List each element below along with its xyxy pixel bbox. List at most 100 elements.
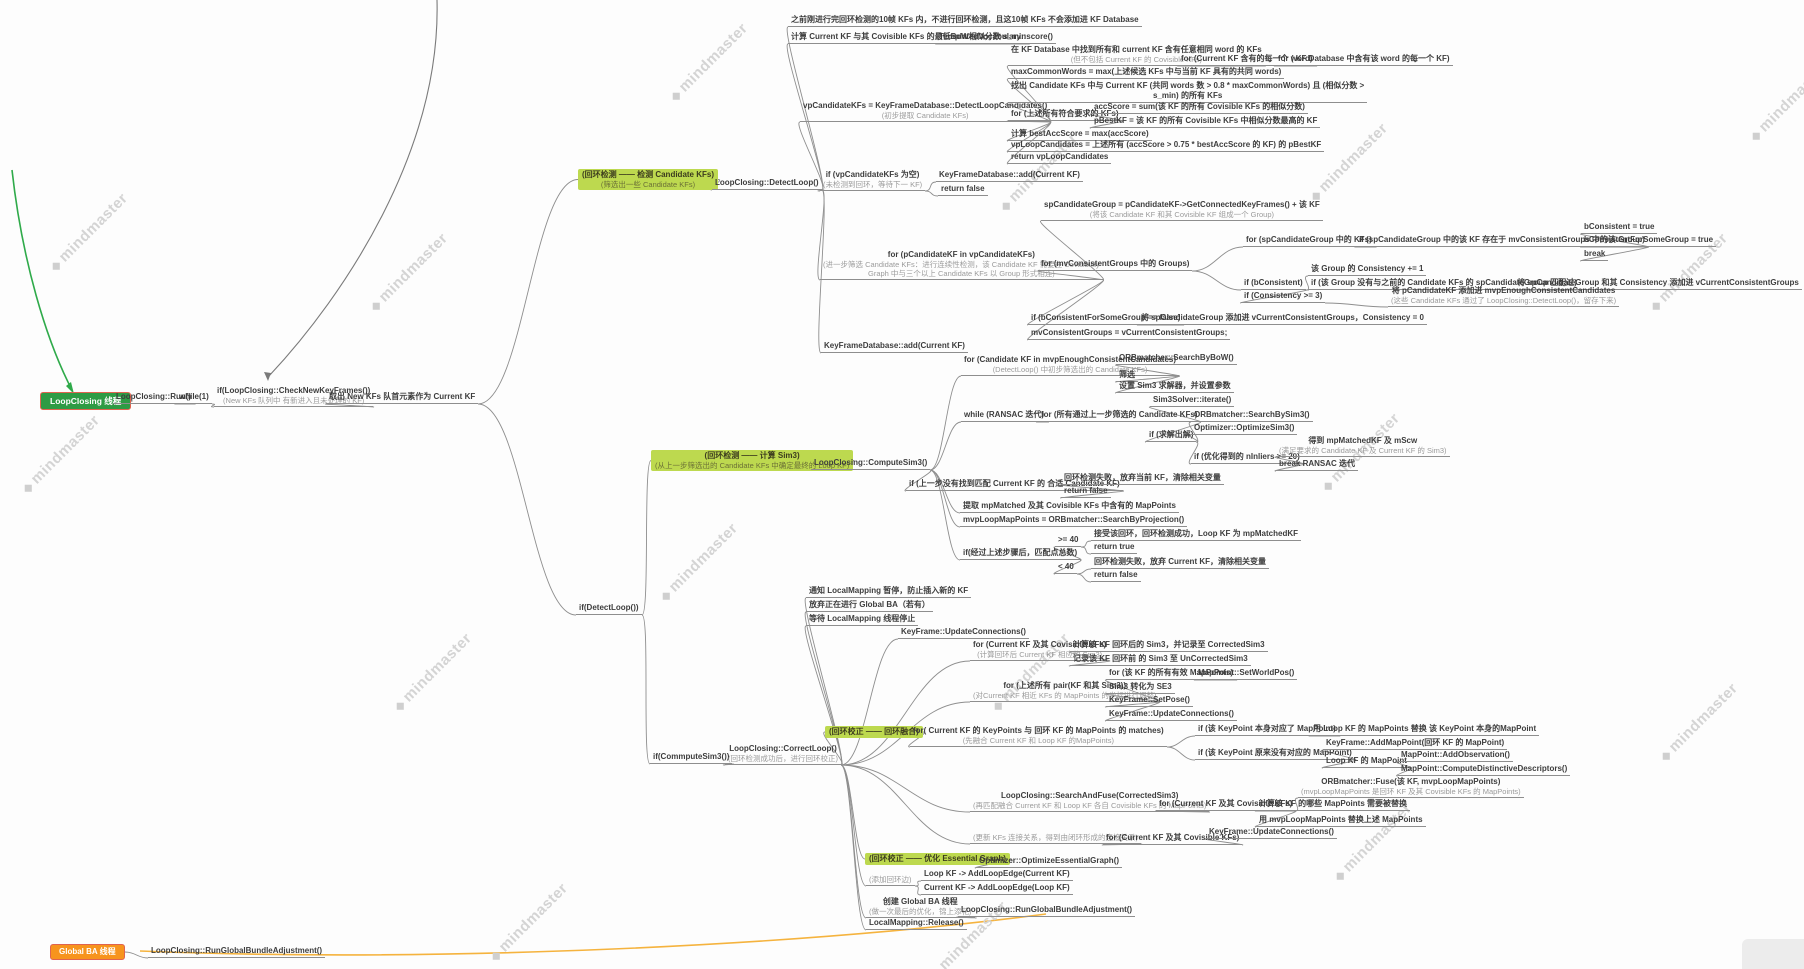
mindmap-node-91[interactable]: if (该 KeyPoint 原来没有对应的 MapPoint) xyxy=(1195,748,1355,760)
mindmap-node-68[interactable]: return true xyxy=(1091,542,1138,554)
mindmap-node-42[interactable]: mvConsistentGroups = vCurrentConsistentG… xyxy=(1028,328,1231,340)
mindmap-node-105[interactable]: Optimizer::OptimizeEssentialGraph() xyxy=(976,856,1123,868)
mindmap-node-72[interactable]: if(CommputeSim3()) xyxy=(650,752,733,764)
mindmap-node-1[interactable]: LoopClosing 线程 xyxy=(40,392,132,410)
mindmap-node-15[interactable]: maxCommonWords = max(上述候选 KFs 中与当前 KF 具有… xyxy=(1008,67,1285,79)
mindmap-node-79[interactable]: 计算该 KF 回环后的 Sim3，并记录至 CorrectedSim3 xyxy=(1070,640,1268,652)
mindmap-node-20[interactable]: 计算 bestAccScore = max(accScore) xyxy=(1008,129,1152,141)
mindmap-node-82[interactable]: for (该 KF 的所有有效 MapPoints) xyxy=(1106,668,1236,680)
mindmap-node-59[interactable]: break RANSAC 迭代 xyxy=(1276,459,1359,471)
mindmap-node-61[interactable]: 回环检测失败，放弃当前 KF，清除相关变量 xyxy=(1061,473,1224,485)
mindmap-node-77[interactable]: KeyFrame::UpdateConnections() xyxy=(898,627,1029,639)
mindmap-node-78[interactable]: for (Current KF 及其 Covisible KFs) (计算回环后 … xyxy=(970,640,1110,661)
mindmap-node-33[interactable]: break xyxy=(1581,249,1609,261)
corner-widget[interactable] xyxy=(1742,939,1804,969)
mindmap-node-45[interactable]: (回环检测 —— 计算 Sim3) (从上一步筛选出的 Candidate KFs… xyxy=(651,450,854,471)
mindmap-node-95[interactable]: MapPoint::ComputeDistinctiveDescriptors(… xyxy=(1398,764,1571,776)
mindmap-node-75[interactable]: 放弃正在进行 Global BA（若有） xyxy=(806,600,933,612)
mindmap-node-7[interactable]: LoopClosing::DetectLoop() xyxy=(712,178,822,190)
mindmap-node-103[interactable]: KeyFrame::UpdateConnections() xyxy=(1206,827,1337,839)
mindmap-node-39[interactable]: 将 pCandidateKF 添加进 mvpEnoughConsistentCa… xyxy=(1388,286,1620,307)
mindmap-node-53[interactable]: Sim3Solver::iterate() xyxy=(1150,395,1235,407)
mindmap-node-93[interactable]: Loop KF 的 MapPoint xyxy=(1323,756,1410,768)
mindmap-node-88[interactable]: for( Current KF 的 KeyPoints 与 回环 KF 的 Ma… xyxy=(910,726,1167,747)
mindmap-node-55[interactable]: ORBmatcher::SearchBySim3() xyxy=(1191,410,1313,422)
mindmap-node-54[interactable]: if (求解出解) xyxy=(1146,430,1197,442)
mindmap-node-29[interactable]: for (spCandidateGroup 中的 KFs) xyxy=(1243,235,1375,247)
mindmap-node-36[interactable]: if (该 Group 没有与之前的 Candidate KFs 的 spCan… xyxy=(1308,278,1580,290)
mindmap-node-52[interactable]: for (所有通过上一步筛选的 Candidate KFs) xyxy=(1038,410,1201,422)
mindmap-node-38[interactable]: if (Consistency >= 3) xyxy=(1241,291,1326,303)
mindmap-node-19[interactable]: pBestKF = 该 KF 的所有 Covisible KFs 中相似分数最高… xyxy=(1091,116,1321,128)
mindmap-node-58[interactable]: 得到 mpMatchedKF 及 mScw (满足要求的 Candidate KF… xyxy=(1276,436,1450,457)
mindmap-node-27[interactable]: spCandidateGroup = pCandidateKF->GetConn… xyxy=(1041,200,1323,221)
mindmap-node-11[interactable]: vpCandidateKFs = KeyFrameDatabase::Detec… xyxy=(800,101,1051,122)
mindmap-node-86[interactable]: KeyFrame::UpdateConnections() xyxy=(1106,709,1237,721)
mindmap-node-6[interactable]: (回环检测 —— 检测 Candidate KFs) (筛选出一些 Candida… xyxy=(578,169,719,190)
mindmap-node-31[interactable]: bConsistent = true xyxy=(1581,222,1658,234)
mindmap-node-110[interactable]: LoopClosing::RunGlobalBundleAdjustment() xyxy=(958,905,1136,917)
mindmap-node-108[interactable]: Current KF -> AddLoopEdge(Loop KF) xyxy=(921,883,1073,895)
mindmap-node-16[interactable]: 找出 Candidate KFs 中与 Current KF (共同 words… xyxy=(1008,81,1368,103)
mindmap-node-49[interactable]: 筛选 xyxy=(1116,370,1138,382)
mindmap-node-100[interactable]: 用 mvpLoopMapPoints 替换上述 MapPoints xyxy=(1256,815,1426,827)
mindmap-node-41[interactable]: 将 spCandidateGroup 添加进 vCurrentConsisten… xyxy=(1138,313,1427,325)
mindmap-node-46[interactable]: LoopClosing::ComputeSim3() xyxy=(811,458,931,470)
mindmap-node-66[interactable]: >= 40 xyxy=(1055,535,1082,547)
mindmap-node-112[interactable]: Global BA 线程 xyxy=(50,944,125,960)
mindmap-node-102[interactable]: for (Current KF 及其 Covisible KFs) xyxy=(1103,833,1243,845)
mindmap-node-113[interactable]: LoopClosing::RunGlobalBundleAdjustment() xyxy=(148,946,326,958)
mindmap-node-32[interactable]: bConsistentForSomeGroup = true xyxy=(1581,235,1717,247)
mindmap-node-87[interactable]: (回环校正 —— 回环融合) xyxy=(825,726,923,738)
mindmap-node-22[interactable]: return vpLoopCandidates xyxy=(1008,152,1112,164)
mindmap-node-101[interactable]: (更新 KFs 连接关系，得到由闭环形成的连接关系) xyxy=(970,833,1141,844)
mindmap-node-56[interactable]: Optimizer::OptimizeSim3() xyxy=(1191,423,1298,435)
mindmap-node-18[interactable]: accScore = sum(该 KF 的所有 Covisible KFs 的相… xyxy=(1091,102,1308,114)
mindmap-node-2[interactable]: LoopClosing::Run() xyxy=(113,392,195,404)
mindmap-node-17[interactable]: for (上述所有符合要求的 KFs) xyxy=(1008,109,1122,121)
mindmap-node-106[interactable]: (添加回环边) xyxy=(866,875,915,886)
mindmap-node-74[interactable]: 通知 LocalMapping 暂停，防止插入新的 KF xyxy=(806,586,972,598)
mindmap-node-111[interactable]: LocalMapping::Release() xyxy=(866,918,967,930)
mindmap-node-76[interactable]: 等待 LocalMapping 线程停止 xyxy=(806,614,919,626)
mindmap-node-107[interactable]: Loop KF -> AddLoopEdge(Current KF) xyxy=(921,869,1073,881)
mindmap-node-40[interactable]: if (bConsistentForSomeGroup == false) xyxy=(1028,313,1184,325)
mindmap-node-65[interactable]: if(经过上述步骤后，匹配点总数) xyxy=(960,548,1081,560)
mindmap-node-50[interactable]: 设置 Sim3 求解器，并设置参数 xyxy=(1116,381,1234,393)
mindmap-node-47[interactable]: for (Candidate KF in mvpEnoughConsistent… xyxy=(961,355,1180,376)
mindmap-node-28[interactable]: for (mvConsistentGroups 中的 Groups) xyxy=(1038,259,1193,271)
mindmap-node-14[interactable]: for ( KF Database 中含有该 word 的每一个 KF) xyxy=(1275,54,1453,66)
mindmap-node-67[interactable]: 接受该回环，回环检测成功，Loop KF 为 mpMatchedKF xyxy=(1091,529,1301,541)
mindmap-node-51[interactable]: while (RANSAC 迭代) xyxy=(961,410,1047,422)
mindmap-node-89[interactable]: if (该 KeyPoint 本身对应了 MapPoint) xyxy=(1195,724,1339,736)
mindmap-node-34[interactable]: 该 Group 的 Consistency += 1 xyxy=(1308,264,1427,276)
mindmap-node-109[interactable]: 创建 Global BA 线程 (做一次最后的优化，锦上添花) xyxy=(866,897,975,918)
mindmap-node-37[interactable]: 将 spCandidateGroup 和其 Consistency 添加进 vC… xyxy=(1514,278,1802,290)
mindmap-node-26[interactable]: for (pCandidateKF in vpCandidateKFs) (进一步… xyxy=(820,250,1103,280)
mindmap-node-70[interactable]: 回环检测失败，放弃 Current KF，清除相关变量 xyxy=(1091,557,1269,569)
mindmap-node-98[interactable]: ORBmatcher::Fuse(该 KF, mvpLoopMapPoints)… xyxy=(1298,777,1524,798)
mindmap-node-8[interactable]: 之前刚进行完回环检测的10帧 KFs 内，不进行回环检测，且这10帧 KFs 不… xyxy=(788,15,1142,27)
mindmap-node-63[interactable]: 提取 mpMatched 及其 Covisible KFs 中含有的 MapPo… xyxy=(960,501,1179,513)
mindmap-node-90[interactable]: 用 Loop KF 的 MapPoints 替换 该 KeyPoint 本身的M… xyxy=(1310,724,1540,736)
mindmap-node-35[interactable]: if (bConsistent) xyxy=(1241,278,1306,290)
mindmap-node-44[interactable]: if(DetectLoop()) xyxy=(576,603,642,615)
mindmap-node-71[interactable]: return false xyxy=(1091,570,1141,582)
mindmap-node-21[interactable]: vpLoopCandidates = 上述所有 (accScore > 0.75… xyxy=(1008,140,1325,152)
mindmap-node-30[interactable]: if (spCandidateGroup 中的该 KF 存在于 mvConsis… xyxy=(1356,235,1648,247)
mindmap-node-85[interactable]: KeyFrame::SetPose() xyxy=(1106,695,1193,707)
mindmap-node-23[interactable]: if (vpCandidateKFs 为空) (未检测到回环，等待下一 KF) xyxy=(820,170,926,191)
mindmap-node-81[interactable]: for (上述所有 pair(KF 和其 Sim3)) (对Current KF … xyxy=(970,681,1160,702)
mindmap-node-62[interactable]: return false xyxy=(1061,486,1111,498)
mindmap-node-83[interactable]: MapPoint::SetWorldPos() xyxy=(1195,668,1298,680)
mindmap-node-5[interactable]: 取出 New KFs 队首元素作为 Current KF xyxy=(326,392,479,404)
mindmap-node-12[interactable]: 在 KF Database 中找到所有和 current KF 含有任意相同 w… xyxy=(1008,45,1265,66)
mindmap-node-3[interactable]: while(1) xyxy=(176,392,212,404)
mindmap-node-13[interactable]: for (Current KF 含有的每一个 word) xyxy=(1178,54,1316,66)
mindmap-node-104[interactable]: (回环校正 —— 优化 Essential Graph) xyxy=(865,853,1010,865)
mindmap-node-9[interactable]: 计算 Current KF 与其 Covisible KFs 的最低BoW相似分… xyxy=(788,32,1030,44)
mindmap-node-24[interactable]: KeyFrameDatabase::add(Current KF) xyxy=(936,170,1083,182)
mindmap-node-64[interactable]: mvpLoopMapPoints = ORBmatcher::SearchByP… xyxy=(960,515,1188,527)
mindmap-node-99[interactable]: 计算该 KF 的哪些 MapPoints 需要被替换 xyxy=(1256,799,1410,811)
mindmap-node-69[interactable]: < 40 xyxy=(1055,562,1077,574)
